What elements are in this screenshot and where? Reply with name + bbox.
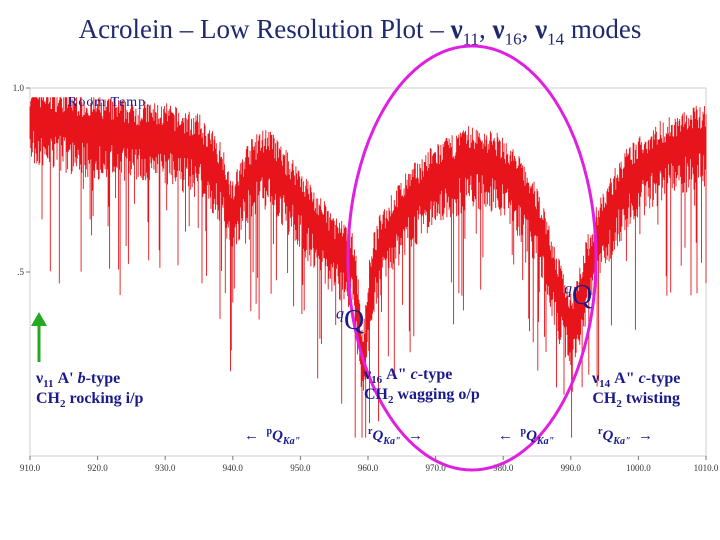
qq-right-sup: q [564,280,572,298]
nu16-line1: ν16 A" c-type [364,366,480,386]
x-tick-label: 970.0 [425,463,446,473]
nu11-mode: 11 [43,378,54,391]
x-tick-label: 910.0 [20,463,41,473]
y-tick-label: 1.0 [13,83,25,93]
x-tick-label: 990.0 [561,463,582,473]
rq-right-sup: r [598,426,603,437]
pq-right-sub: Ka" [536,436,555,447]
nu16-mode: 16 [371,374,383,387]
pq-left-sub: Ka" [282,436,301,447]
chart-overlay [31,44,598,472]
nu16-line2: CH2 wagging o/p [364,386,480,406]
nu11-ch-sub: 2 [60,398,66,411]
pq-left-arrow: ← [244,428,259,444]
x-tick-label: 940.0 [223,463,244,473]
nu11-line1: ν11 A' b-type [36,370,143,390]
nu14-type: c [638,370,646,387]
nu11-type: b [77,370,86,387]
x-tick-label: 920.0 [87,463,108,473]
rq-left-arrow: → [408,428,424,444]
room-temp-label: Room Temp. [68,95,151,110]
nu14-type-tail: -type [645,370,681,387]
nu16-ch: CH [364,386,388,404]
rq-left-main: Q [372,428,384,444]
nu16-annotation: ν16 A" c-type CH2 wagging o/p [364,366,480,407]
nu16-type: c [410,366,418,383]
pq-branch-right: ← pQKa" [498,426,554,447]
qq-label-left: qQ [336,305,364,337]
nu11-motion: rocking i/p [65,390,144,408]
qq-left-main: Q [344,305,365,336]
nu16-symbol: ν [364,366,372,383]
nu11-type-tail: -type [85,370,121,387]
pq-right-sup: p [520,426,527,437]
nu11-line2: CH2 rocking i/p [36,390,143,410]
nu16-motion: wagging o/p [393,386,480,404]
title-mode-14: 14 [547,29,565,49]
title-suffix: modes [564,14,642,44]
nu14-ch: CH [592,390,617,408]
nu14-symbol: ν [592,370,600,387]
pq-left-sup: p [266,426,273,437]
rq-right-arrow: → [638,428,654,444]
x-tick-label: 980.0 [493,463,514,473]
highlight-ellipse [346,44,598,472]
qq-label-right: qQ [564,280,592,312]
title-nu-16: ν [492,14,505,44]
qq-right-main: Q [572,280,593,311]
nu14-motion: twisting [621,390,681,408]
nu16-ch-sub: 2 [388,394,394,407]
spectrum-envelope [29,120,707,376]
nu14-annotation: ν14 A" c-type CH2 twisting [592,370,680,411]
rq-right-sub: Ka" [613,436,631,447]
x-tick-label: 1010.0 [694,463,719,473]
title-mode-11: 11 [462,29,480,49]
rq-branch-right: rQKa" → [598,426,653,447]
nu11-symbol: ν [36,370,44,387]
title-mode-16: 16 [504,29,522,49]
title-nu-14: ν [535,14,548,44]
spectrum-sticks [29,97,707,438]
nu14-mode: 14 [599,378,611,391]
rq-left-sup: r [368,426,373,437]
x-tick-label: 930.0 [155,463,176,473]
rq-left-sub: Ka" [383,436,401,447]
title-nu-11: ν [450,14,463,44]
nu14-sym-label: A" [610,370,639,387]
rq-branch-left: rQKa" → [368,426,423,447]
pq-right-arrow: ← [498,428,513,444]
rq-right-main: Q [602,428,614,444]
x-tick-label: 950.0 [290,463,311,473]
x-tick-label: 960.0 [358,463,379,473]
nu11-annotation: ν11 A' b-type CH2 rocking i/p [36,370,143,411]
title-prefix: Acrolein – Low Resolution Plot – [78,14,451,44]
nu16-sym-label: A" [382,366,411,383]
spectrum-trace [29,97,707,438]
green-arrow-head [31,312,47,326]
qq-left-sup: q [336,305,344,323]
nu11-ch: CH [36,390,60,408]
nu14-line2: CH2 twisting [592,390,680,410]
nu11-sym-label: A' [53,370,78,387]
pq-branch-left: ← pQKa" [244,426,300,447]
nu14-ch-sub: 2 [616,398,622,411]
nu14-line1: ν14 A" c-type [592,370,680,390]
pq-left-main: Q [272,428,283,444]
x-tick-label: 1000.0 [626,463,651,473]
y-tick-label: .5 [17,267,24,277]
slide-title: Acrolein – Low Resolution Plot – ν11, ν1… [78,14,642,49]
pq-right-main: Q [526,428,537,444]
chart-axes: 910.0 920.0 930.0 940.0 950.0 960.0 970.0 980.0… [13,83,719,473]
nu16-type-tail: -type [417,366,453,383]
